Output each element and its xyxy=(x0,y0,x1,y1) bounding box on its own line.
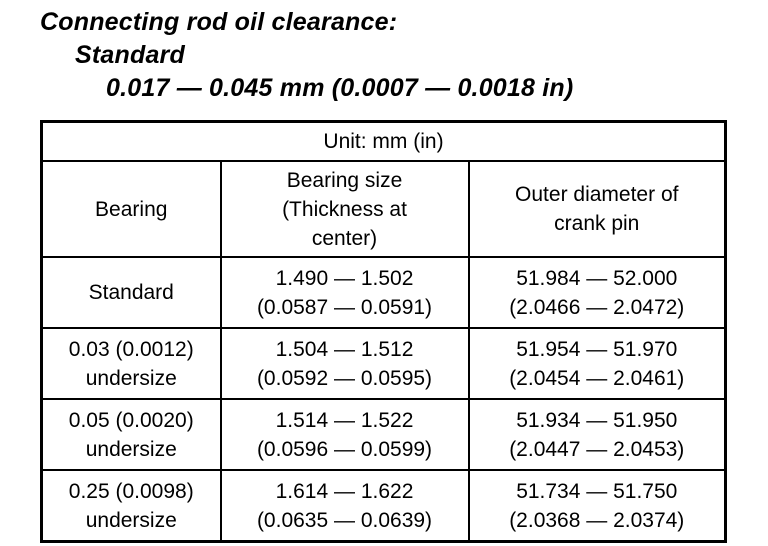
header-bearing-size: Bearing size (Thickness at center) xyxy=(219,160,470,258)
table-row-standard: Standard 1.490 — 1.502 (0.0587 — 0.0591)… xyxy=(40,256,727,329)
cell-outer-diameter: 51.954 — 51.970 (2.0454 — 2.0461) xyxy=(467,327,727,400)
table-row-undersize-003: 0.03 (0.0012) undersize 1.504 — 1.512 (0… xyxy=(40,327,727,400)
cell-bearing: 0.25 (0.0098) undersize xyxy=(40,469,222,543)
spec-title: Connecting rod oil clearance: xyxy=(40,8,398,36)
table-header-row: Bearing Bearing size (Thickness at cente… xyxy=(40,160,727,258)
cell-bearing-size: 1.490 — 1.502 (0.0587 — 0.0591) xyxy=(219,256,470,329)
header-bearing: Bearing xyxy=(40,160,222,258)
cell-bearing-size: 1.614 — 1.622 (0.0635 — 0.0639) xyxy=(219,469,470,543)
unit-row: Unit: mm (in) xyxy=(40,120,727,162)
cell-outer-diameter: 51.984 — 52.000 (2.0466 — 2.0472) xyxy=(467,256,727,329)
cell-bearing: 0.05 (0.0020) undersize xyxy=(40,398,222,471)
cell-bearing: Standard xyxy=(40,256,222,329)
cell-bearing-size: 1.504 — 1.512 (0.0592 — 0.0595) xyxy=(219,327,470,400)
cell-outer-diameter: 51.934 — 51.950 (2.0447 — 2.0453) xyxy=(467,398,727,471)
header-outer-diameter: Outer diameter of crank pin xyxy=(467,160,727,258)
title-block: Connecting rod oil clearance: Standard 0… xyxy=(0,0,768,105)
clearance-spec-table: Unit: mm (in) Bearing Bearing size (Thic… xyxy=(40,120,728,543)
spec-subtitle-standard: Standard xyxy=(75,41,185,69)
table-row-undersize-005: 0.05 (0.0020) undersize 1.514 — 1.522 (0… xyxy=(40,398,727,471)
cell-bearing-size: 1.514 — 1.522 (0.0596 — 0.0599) xyxy=(219,398,470,471)
unit-label: Unit: mm (in) xyxy=(40,120,727,162)
spec-value-range: 0.017 — 0.045 mm (0.0007 — 0.0018 in) xyxy=(106,74,574,102)
cell-outer-diameter: 51.734 — 51.750 (2.0368 — 2.0374) xyxy=(467,469,727,543)
table-row-undersize-025: 0.25 (0.0098) undersize 1.614 — 1.622 (0… xyxy=(40,469,727,543)
cell-bearing: 0.03 (0.0012) undersize xyxy=(40,327,222,400)
